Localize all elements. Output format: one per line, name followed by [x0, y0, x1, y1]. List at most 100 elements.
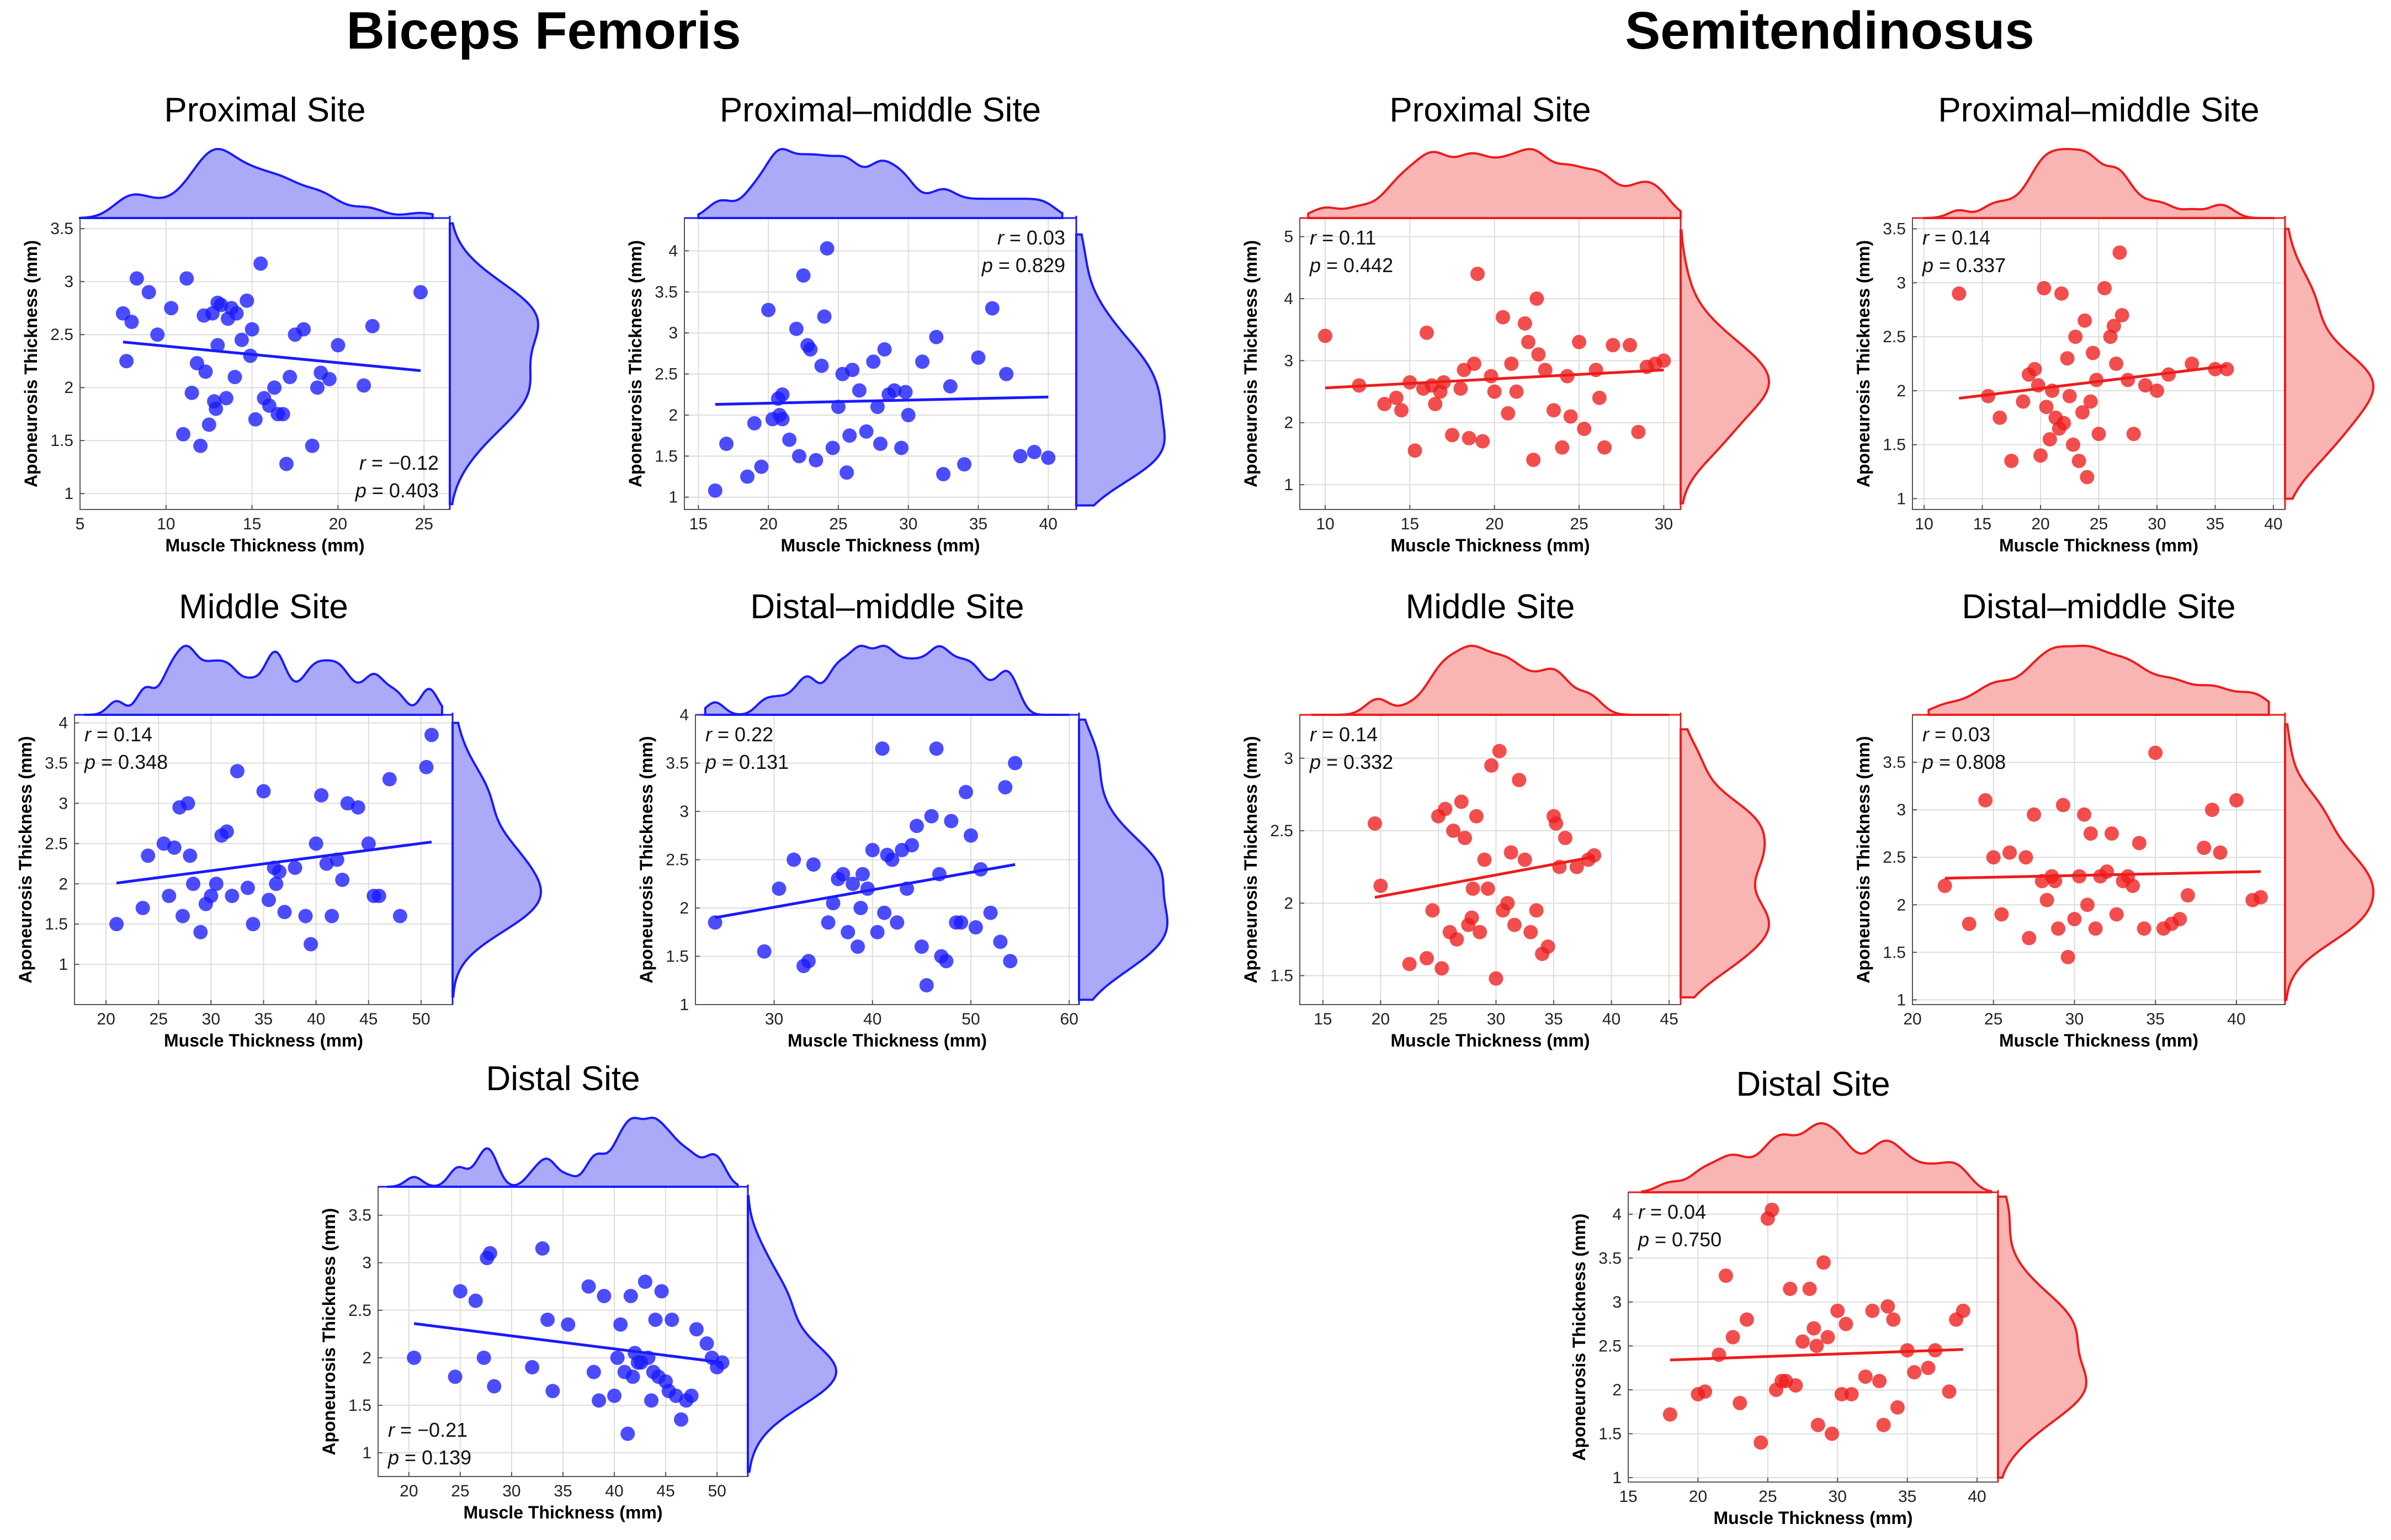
data-point — [1523, 925, 1538, 939]
x-tick-label: 15 — [1619, 1488, 1637, 1506]
data-point — [1458, 831, 1472, 846]
data-point — [1003, 954, 1018, 969]
panel-title: Distal Site — [1736, 1065, 1890, 1103]
data-point — [2100, 864, 2114, 879]
regression-line — [1325, 368, 1664, 390]
data-point — [851, 939, 865, 954]
data-point — [1592, 390, 1607, 405]
regression-line — [413, 1322, 722, 1364]
y-tick-label: 2 — [64, 379, 73, 397]
data-point — [806, 857, 821, 872]
data-point — [1942, 1384, 1957, 1399]
data-point — [246, 917, 261, 932]
data-point — [789, 321, 804, 336]
x-tick-label: 30 — [202, 1010, 220, 1028]
x-tick-label: 30 — [899, 515, 917, 533]
x-tick-label: 30 — [1655, 515, 1673, 533]
data-point — [1577, 421, 1592, 436]
data-point — [296, 322, 311, 337]
regression-line — [715, 395, 1049, 406]
data-point — [1473, 925, 1487, 939]
data-point — [887, 383, 902, 398]
panel-title: Proximal–middle Site — [1938, 91, 2259, 129]
data-point — [1318, 328, 1332, 343]
data-point — [2138, 378, 2153, 393]
x-tick-label: 30 — [1487, 1010, 1505, 1028]
y-axis-label: Aponeurosis Thickness (mm) — [15, 736, 35, 983]
data-point — [648, 1312, 663, 1327]
stat-r: r = 0.14 — [84, 723, 152, 746]
data-point — [1549, 816, 1564, 831]
y-tick-label: 1 — [1896, 490, 1906, 508]
x-tick-label: 40 — [2264, 515, 2282, 533]
data-point — [275, 407, 290, 422]
data-point — [999, 367, 1014, 381]
data-point — [1489, 971, 1503, 986]
data-point — [2253, 890, 2268, 905]
y-tick-label: 1.5 — [666, 948, 689, 966]
data-point — [985, 301, 1000, 316]
data-point — [210, 338, 225, 353]
data-point — [331, 338, 346, 353]
x-tick-label: 45 — [656, 1482, 674, 1500]
data-point — [184, 385, 199, 400]
data-point — [141, 285, 156, 300]
y-tick-label: 1.5 — [1883, 943, 1906, 962]
data-point — [1449, 932, 1464, 947]
panel-title: Distal Site — [486, 1060, 640, 1098]
stat-p: p = 0.131 — [705, 751, 789, 773]
data-point — [183, 848, 198, 863]
data-point — [644, 1393, 659, 1408]
data-point — [322, 371, 337, 386]
data-point — [2106, 318, 2121, 333]
stat-p: p = 0.348 — [84, 751, 168, 773]
data-point — [1428, 397, 1443, 412]
data-point — [866, 354, 881, 369]
panel-bf-proximal: 5 10 15 20 25 1 1.5 2 2.5 3 3.5 Muscle Thickness (m… — [21, 91, 540, 555]
data-point — [2037, 281, 2052, 296]
y-tick-label: 2 — [1284, 894, 1293, 912]
data-point — [2080, 470, 2095, 485]
data-point — [757, 944, 772, 959]
data-point — [2062, 389, 2077, 403]
data-point — [2060, 351, 2075, 366]
data-point — [1876, 1417, 1891, 1432]
data-point — [2033, 448, 2048, 463]
data-point — [2180, 888, 2195, 903]
stat-p: p = 0.403 — [355, 479, 439, 502]
y-axis-label: Aponeurosis Thickness (mm) — [21, 240, 41, 487]
y-tick-label: 1.5 — [348, 1396, 371, 1415]
data-point — [193, 438, 208, 453]
data-point — [586, 1364, 601, 1379]
data-point — [1572, 334, 1586, 349]
data-point — [1725, 1330, 1740, 1345]
data-point — [1865, 1303, 1880, 1318]
data-point — [253, 256, 268, 271]
data-point — [613, 1317, 628, 1332]
data-point — [623, 1288, 638, 1303]
data-point — [898, 385, 913, 400]
data-point — [944, 814, 959, 829]
data-point — [2002, 845, 2017, 860]
data-point — [382, 772, 397, 787]
data-point — [870, 925, 885, 939]
data-point — [2054, 286, 2069, 301]
data-point — [230, 764, 245, 779]
data-point — [2213, 845, 2228, 860]
data-point — [335, 872, 350, 887]
data-point — [2112, 245, 2127, 260]
marginal-x-density — [1311, 644, 1670, 716]
data-point — [1425, 903, 1440, 918]
data-point — [225, 889, 240, 904]
y-tick-label: 1.5 — [45, 915, 68, 933]
data-point — [1623, 338, 1637, 353]
data-point — [196, 308, 211, 323]
data-point — [957, 457, 972, 472]
panel-title: Proximal Site — [1389, 91, 1591, 129]
data-point — [791, 449, 806, 464]
data-point — [1480, 881, 1495, 896]
data-point — [719, 437, 734, 452]
y-axis-label: Aponeurosis Thickness (mm) — [1853, 240, 1873, 487]
x-tick-label: 25 — [150, 1010, 168, 1028]
data-point — [2016, 394, 2031, 409]
